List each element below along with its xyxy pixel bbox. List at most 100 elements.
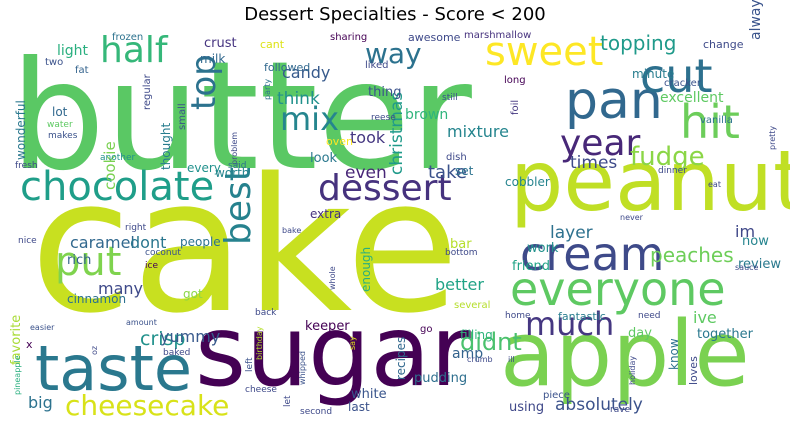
word-reese: reese [371,113,396,123]
word-better: better [435,275,484,294]
word-work: work [527,241,559,256]
word-said: said [228,161,246,171]
word-cookie: cookie [101,141,119,190]
word-problem: problem [230,132,239,165]
word-yummy: yummy [160,327,220,346]
word-pretty: pretty [768,126,777,150]
word-set: set [455,164,474,178]
word-review: review [738,257,781,272]
word-pudding: pudding [414,371,467,386]
word-recipes: recipes [394,337,408,380]
word-cheese: cheese [245,385,277,395]
word-dessert: dessert [318,168,452,209]
word-sharing: sharing [330,32,367,43]
word-many: many [98,279,143,298]
word-holiday: holiday [628,356,637,385]
word-look: look [310,151,338,166]
word-enough: enough [359,247,373,292]
word-light: light [57,43,89,59]
word-regular: regular [142,73,153,110]
chart-title: Dessert Specialties - Score < 200 [244,4,546,25]
word-times: times [570,153,617,173]
word-much: much [525,305,614,343]
word-eat: eat [708,180,721,189]
word-change: change [703,38,744,51]
word-excellent: excellent [660,90,724,106]
word-need: need [638,311,661,321]
word-say: say [348,336,357,350]
word-loves: loves [687,356,700,385]
word-bottom: bottom [445,248,478,258]
word-never: never [620,213,644,222]
word-home: home [505,311,531,321]
word-didnt: didnt [460,328,522,356]
word-thought: thought [159,123,173,170]
word-rich: rich [67,253,91,268]
word-whole: whole [328,266,337,290]
word-bake: bake [282,226,301,235]
word-water: water [47,120,73,130]
word-awesome: awesome [408,31,461,44]
word-everyone: everyone [510,262,726,316]
word-know: know [667,338,681,370]
word-day: day [628,326,652,341]
word-now: now [742,234,769,249]
word-fat: fat [75,65,89,76]
word-rave: rave [610,405,631,415]
word-peaches: peaches [650,243,734,267]
word-foil: foil [510,100,521,115]
word-brown: brown [405,107,448,123]
word-let: let [283,395,293,407]
word-keeper: keeper [305,319,350,334]
word-best: best [218,167,259,245]
word-second: second [300,407,332,417]
word-cream: cream [520,227,665,281]
word-mix: mix [280,100,339,138]
word-bar: bar [450,237,472,252]
word-half: half [100,30,169,71]
word-crumb: crumb [467,355,493,364]
word-pan: pan [565,71,663,131]
word-always: always [748,0,764,40]
word-friend: friend [512,259,550,274]
word-sauce: sauce [735,263,759,272]
word-makes: makes [48,131,78,141]
word-crisp: crisp [140,328,186,350]
word-wonderful: wonderful [14,100,28,160]
word-fudge: fudge [630,142,705,172]
word-big: big [28,393,53,412]
word-taste: taste [35,332,192,405]
word-ill: ill [508,355,515,364]
word-amount: amount [126,318,157,327]
word-nice: nice [18,236,37,246]
word-long: long [504,75,526,86]
word-oz: oz [90,346,99,355]
word-fresh: fresh [15,161,38,171]
word-cake: cake [30,138,459,354]
word-thing: thing [368,85,401,100]
word-take: take [428,162,467,183]
word-frozen: frozen [112,32,143,43]
word-vanilla: vanilla [700,115,733,126]
word-put: put [55,239,121,285]
word-liked: liked [365,60,389,71]
word-filling: filling [460,328,493,342]
word-another: another [100,153,135,163]
word-cant: cant [260,38,285,51]
word-together: together [697,327,754,342]
word-go: go [420,324,432,335]
word-marshmallow: marshmallow [464,30,531,41]
word-easier: easier [30,323,55,332]
word-coconut: coconut [145,248,181,258]
word-still: still [442,93,458,103]
word-party: party [263,79,272,100]
word-candy: candy [282,63,330,82]
word-got: got [183,287,203,301]
word-favorite: favorite [9,315,24,365]
word-even: even [345,163,387,183]
word-christmas: christmas [387,92,407,175]
word-dont: dont [130,233,166,252]
word-sugar: sugar [195,295,471,409]
word-top: top [184,54,224,110]
